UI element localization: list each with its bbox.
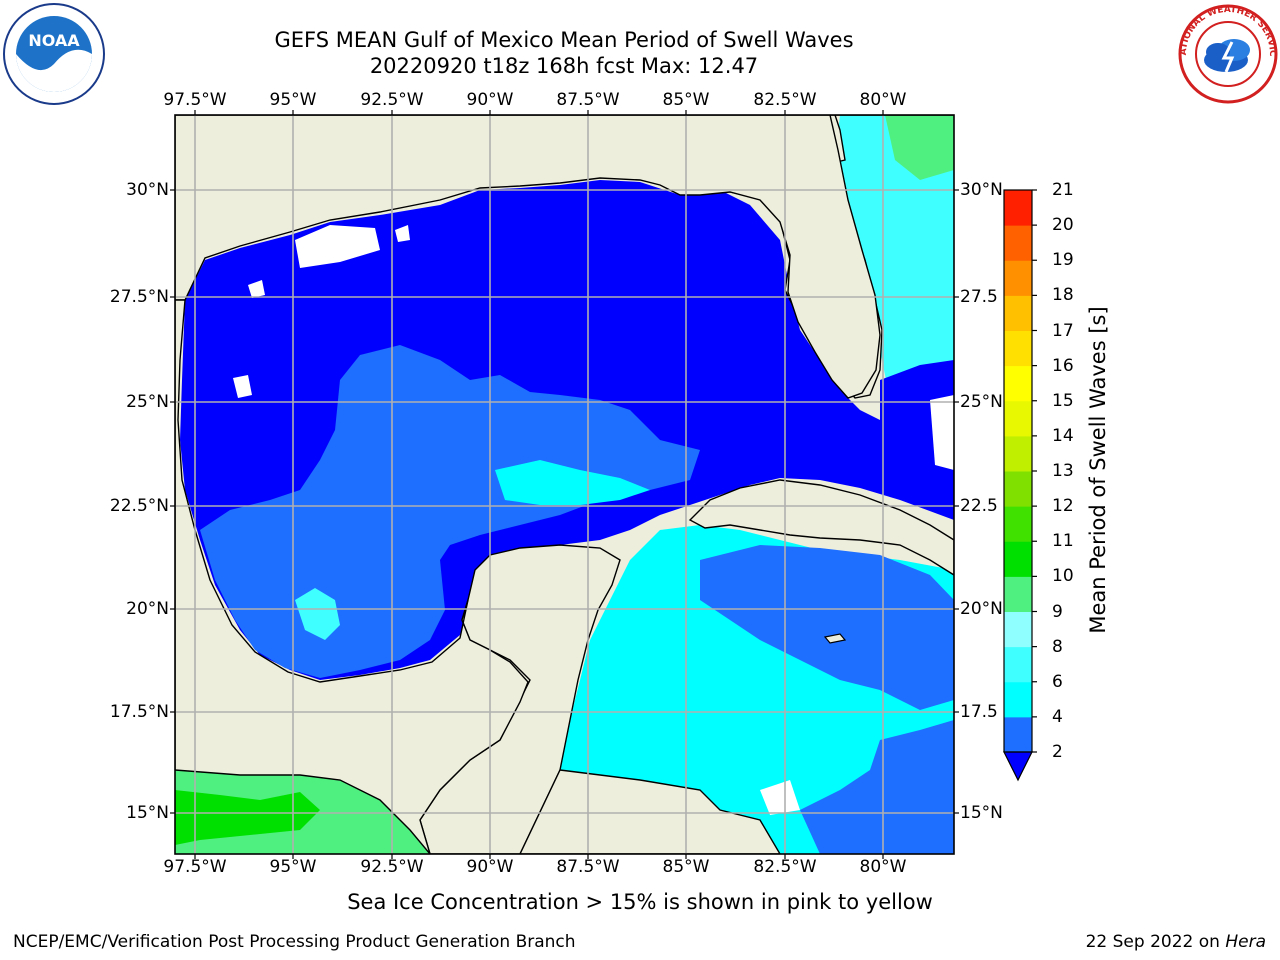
caribbean-blue-zone <box>700 545 954 710</box>
credit-right: 22 Sep 2022 on Hera <box>1086 932 1266 952</box>
colorbar-segment <box>1004 190 1032 226</box>
noaa-logo-text: NOAA <box>28 31 80 50</box>
mexico-land <box>175 299 529 854</box>
colorbar-segment <box>1004 646 1032 683</box>
lon-label-bottom: 85°W <box>662 857 710 877</box>
lat-label-left: 27.5°N <box>109 287 169 307</box>
colorbar-segment <box>1004 330 1032 367</box>
colorbar-label: Mean Period of Swell Waves [s] <box>1086 306 1110 634</box>
colorbar-segment <box>1004 716 1032 753</box>
colorbar-tick-label: 17 <box>1052 320 1074 341</box>
lon-label-top: 92.5°W <box>360 90 424 110</box>
lon-label-bottom: 80°W <box>859 857 907 877</box>
colorbar-segment <box>1004 260 1032 296</box>
colorbar-segment <box>1004 611 1032 648</box>
lon-label-bottom: 92.5°W <box>360 857 424 877</box>
colorbar-segment <box>1004 541 1032 577</box>
jamaica-land <box>823 633 847 644</box>
lon-label-bottom: 90°W <box>466 857 514 877</box>
lon-label-top: 80°W <box>859 90 907 110</box>
lat-label-right: 27.5 <box>960 287 998 307</box>
missing-data-patch <box>248 280 265 298</box>
lat-label-left: 15°N <box>126 803 169 823</box>
colorbar-segment <box>1004 435 1032 472</box>
credit-host: Hera <box>1225 932 1266 952</box>
atlantic-water <box>835 115 954 420</box>
colorbar-segment <box>1004 400 1032 437</box>
lon-label-bottom: 95°W <box>269 857 317 877</box>
atlantic-green-patch <box>885 115 954 180</box>
sea-ice-note: Sea Ice Concentration > 15% is shown in … <box>347 890 933 914</box>
gulf-cyan-patch <box>495 460 650 505</box>
cuba-land <box>688 479 954 576</box>
colorbar-segment <box>1004 471 1032 507</box>
gulf-west-cyan-patch <box>295 588 340 640</box>
lon-label-top: 85°W <box>662 90 710 110</box>
lat-label-right: 20°N <box>960 599 1003 619</box>
colorbar-tick-label: 16 <box>1052 355 1074 376</box>
lat-label-right: 17.5 <box>960 702 998 722</box>
lat-label-right: 22.5 <box>960 496 998 516</box>
noaa-logo: NOAA <box>3 3 105 105</box>
lon-label-bottom: 97.5°W <box>163 857 227 877</box>
florida-mainland <box>175 115 881 399</box>
missing-data-patch <box>930 395 954 470</box>
missing-data-patch <box>295 225 380 268</box>
colorbar-segment <box>1004 576 1032 612</box>
lon-label-top: 87.5°W <box>556 90 620 110</box>
colorbar-tick-label: 8 <box>1052 636 1063 657</box>
lon-label-bottom: 82.5°W <box>753 857 817 877</box>
colorbar-segment <box>1004 506 1032 542</box>
central-america-land <box>519 769 781 854</box>
colorbar-segment <box>1004 295 1032 331</box>
colorbar-tick-label: 20 <box>1052 215 1074 236</box>
colorbar-tick-label: 2 <box>1052 742 1063 762</box>
missing-data-patch <box>395 225 410 242</box>
colorbar-segment <box>1004 365 1032 402</box>
caribbean-south-blue-zone <box>800 720 954 854</box>
lat-label-left: 25°N <box>126 392 169 412</box>
colorbar-tick-label: 12 <box>1052 496 1074 517</box>
missing-data-patch <box>233 375 252 398</box>
map-subtitle: 20220920 t18z 168h fcst Max: 12.47 <box>369 54 759 78</box>
missing-data-patch <box>760 780 800 815</box>
colorbar-tick-label: 19 <box>1052 250 1074 271</box>
lat-label-left: 22.5°N <box>109 496 169 516</box>
lat-label-left: 20°N <box>126 599 169 619</box>
lat-label-right: 25°N <box>960 392 1003 412</box>
colorbar-tick-label: 18 <box>1052 285 1074 306</box>
colorbar-tick-label: 6 <box>1052 671 1063 692</box>
credit-date: 22 Sep 2022 on <box>1085 932 1226 952</box>
map-tickmarks <box>170 110 959 859</box>
lon-label-top: 95°W <box>269 90 317 110</box>
colorbar-tick-label: 21 <box>1052 180 1074 200</box>
lon-label-top: 82.5°W <box>753 90 817 110</box>
credit-left: NCEP/EMC/Verification Post Processing Pr… <box>13 932 576 952</box>
colorbar-tick-label: 9 <box>1052 601 1063 622</box>
lon-label-top: 90°W <box>466 90 514 110</box>
colorbar <box>1003 189 1037 782</box>
lat-label-left: 30°N <box>126 180 169 200</box>
lon-label-top: 97.5°W <box>163 90 227 110</box>
colorbar-tick-label: 13 <box>1052 461 1074 481</box>
colorbar-tick-label: 15 <box>1052 390 1074 411</box>
lon-label-bottom: 87.5°W <box>556 857 620 877</box>
colorbar-segment <box>1004 225 1032 261</box>
map-title: GEFS MEAN Gulf of Mexico Mean Period of … <box>274 28 854 52</box>
lat-label-left: 17.5°N <box>109 702 169 722</box>
map-frame <box>174 114 955 855</box>
colorbar-tick-label: 4 <box>1052 706 1063 727</box>
lat-label-right: 30°N <box>960 180 1003 200</box>
lat-label-right: 15°N <box>960 803 1003 823</box>
colorbar-tick-label: 10 <box>1052 566 1074 587</box>
colorbar-tick-label: 11 <box>1052 531 1074 552</box>
nws-logo: NATIONAL WEATHER SERVICE <box>1176 2 1278 104</box>
pacific-green-patch <box>175 790 320 845</box>
map-gridlines <box>175 115 954 854</box>
colorbar-segment <box>1004 681 1032 718</box>
colorbar-under-arrow <box>1003 751 1033 782</box>
map-area <box>175 115 954 854</box>
colorbar-tick-label: 14 <box>1052 425 1074 446</box>
